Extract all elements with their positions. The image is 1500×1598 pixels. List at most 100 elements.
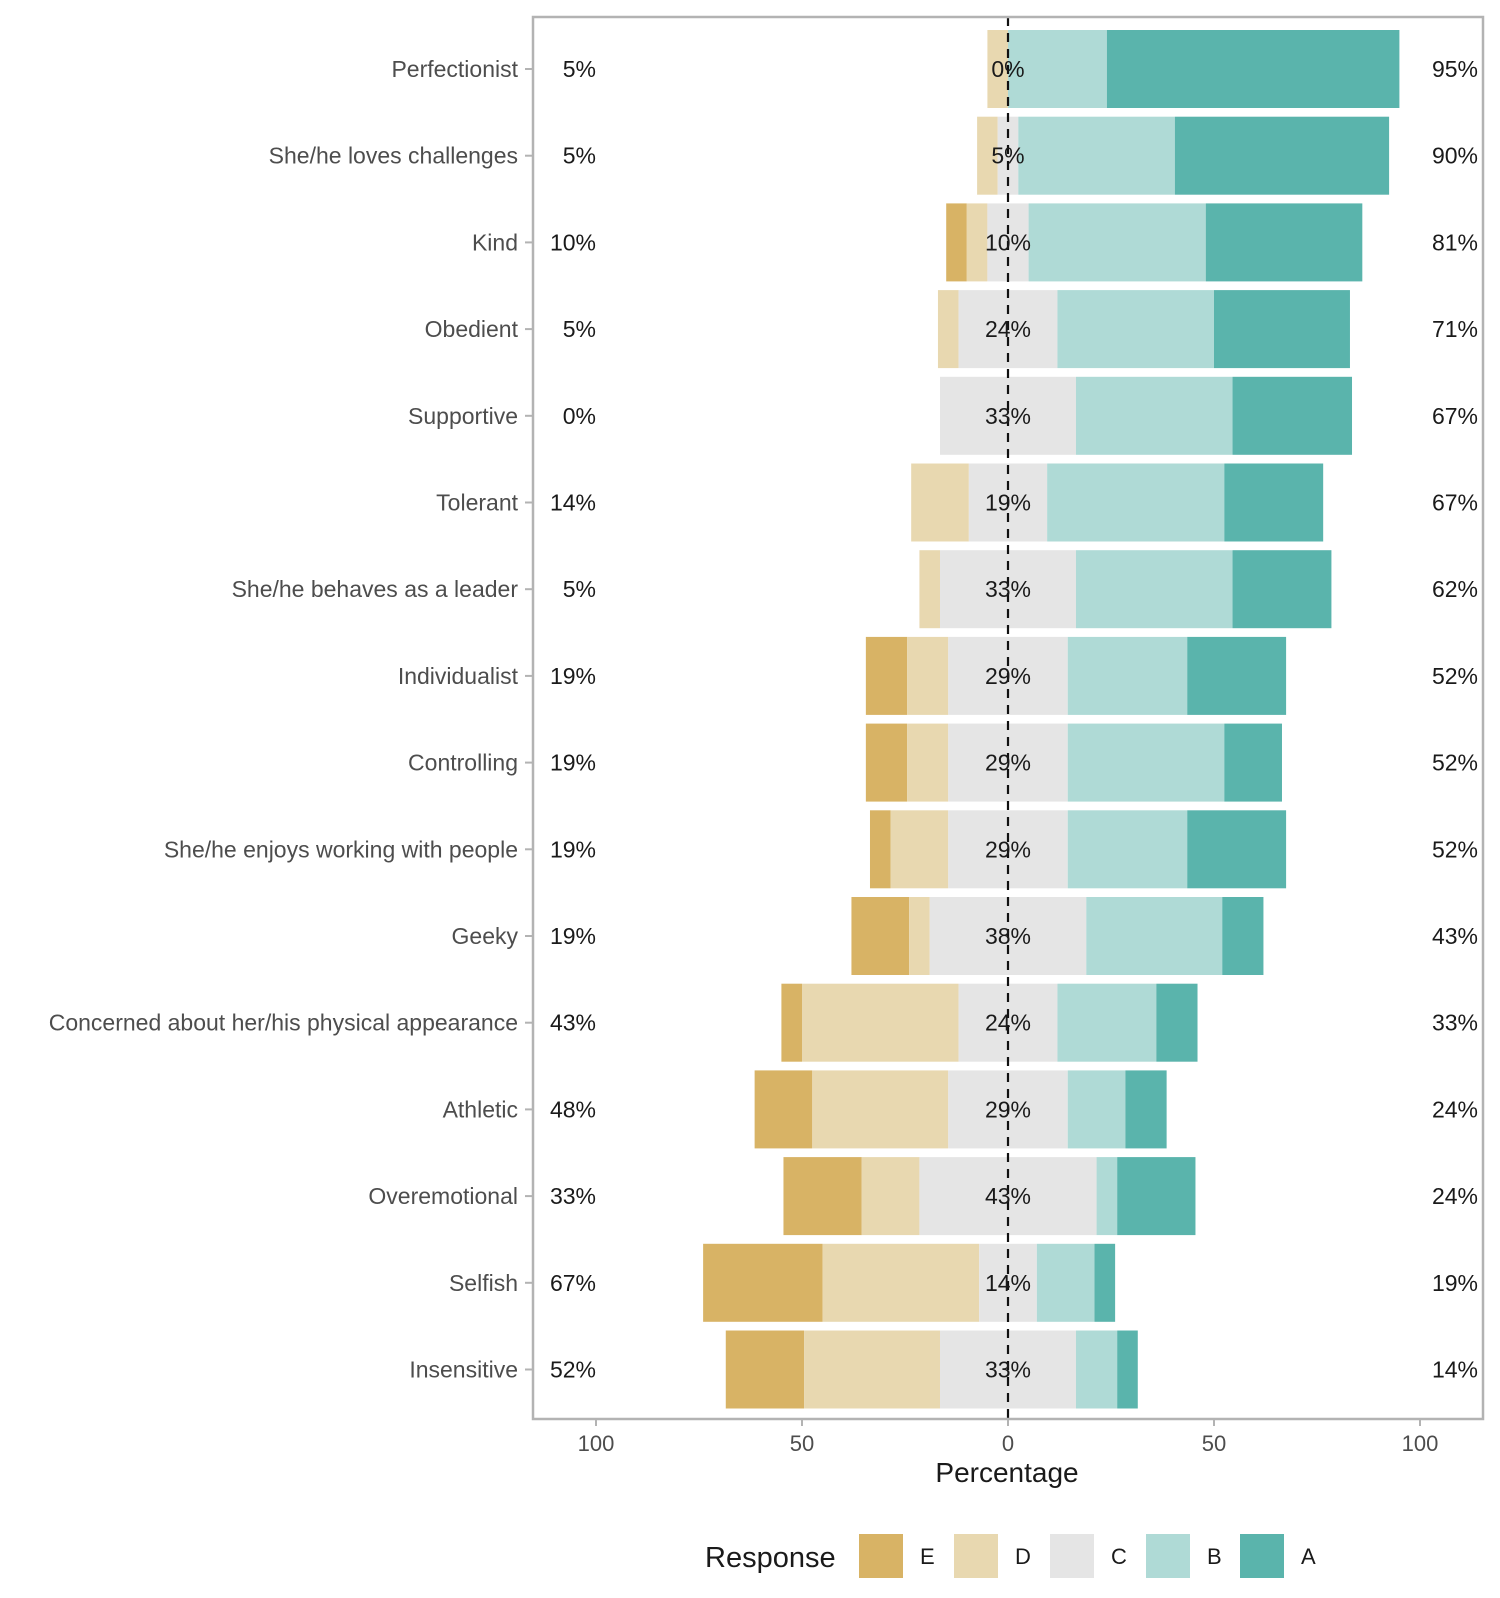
bar-segment-b [1067, 723, 1225, 802]
bar-segment-d [861, 1157, 920, 1236]
bar-segment-a [1117, 1330, 1138, 1409]
bar-segment-d [907, 723, 949, 802]
neutral-percent-label: 29% [985, 663, 1031, 689]
bar-segment-a [1174, 116, 1390, 195]
neutral-percent-label: 33% [985, 576, 1031, 602]
left-percent-label: 5% [563, 316, 596, 342]
bar-segment-e [725, 1330, 805, 1409]
category-label: Selfish [449, 1270, 518, 1296]
category-label: Concerned about her/his physical appeara… [49, 1010, 518, 1036]
category-label: Obedient [425, 316, 519, 342]
bar-segment-a [1232, 376, 1353, 455]
right-percent-label: 95% [1432, 56, 1478, 82]
right-percent-label: 52% [1432, 750, 1478, 776]
bar-segment-e [783, 1157, 862, 1236]
bar-segment-e [869, 810, 891, 889]
category-label: She/he loves challenges [269, 143, 518, 169]
category-label: Perfectionist [391, 56, 518, 82]
neutral-percent-label: 29% [985, 750, 1031, 776]
left-percent-label: 14% [550, 490, 596, 516]
bar-segment-b [1028, 203, 1206, 282]
neutral-percent-label: 43% [985, 1183, 1031, 1209]
right-percent-label: 24% [1432, 1096, 1478, 1122]
right-percent-label: 62% [1432, 576, 1478, 602]
bar-segment-b [1086, 897, 1223, 975]
left-percent-label: 5% [563, 576, 596, 602]
bar-segment-b [1075, 550, 1233, 629]
left-percent-label: 5% [563, 56, 596, 82]
category-label: Geeky [452, 923, 519, 949]
left-percent-label: 19% [550, 750, 596, 776]
bar-segment-b [1008, 30, 1107, 108]
bar-segment-d [822, 1243, 980, 1322]
bar-segment-b [1047, 463, 1225, 542]
neutral-percent-label: 10% [985, 229, 1031, 255]
left-percent-label: 10% [550, 229, 596, 255]
legend-label: C [1111, 1544, 1127, 1569]
bar-segment-a [1214, 290, 1350, 369]
neutral-percent-label: 29% [985, 1096, 1031, 1122]
category-label: She/he enjoys working with people [164, 836, 518, 862]
bar-segment-d [919, 550, 941, 629]
neutral-percent-label: 29% [985, 836, 1031, 862]
bar-segment-a [1187, 810, 1287, 889]
legend-label: A [1301, 1544, 1316, 1569]
bar-segment-d [911, 463, 969, 542]
bar-segment-d [812, 1070, 949, 1149]
bar-segment-e [754, 1070, 813, 1149]
bar-segment-a [1106, 30, 1400, 108]
neutral-percent-label: 38% [985, 923, 1031, 949]
left-percent-label: 19% [550, 836, 596, 862]
category-label: Insensitive [409, 1357, 518, 1383]
bar-segment-a [1232, 550, 1332, 629]
left-percent-label: 5% [563, 143, 596, 169]
neutral-percent-label: 5% [991, 143, 1024, 169]
category-label: Controlling [408, 750, 518, 776]
bar-segment-a [1224, 463, 1324, 542]
category-label: Supportive [408, 403, 518, 429]
bar-segment-d [907, 636, 949, 715]
left-percent-label: 19% [550, 923, 596, 949]
bar-segment-b [1067, 636, 1188, 715]
x-tick-label: 100 [1402, 1431, 1439, 1456]
category-label: Kind [472, 229, 518, 255]
plot-area: Perfectionist 5% 0% 95% She/he loves challen… [49, 15, 1485, 1456]
legend-key-b [1146, 1534, 1190, 1578]
bar-segment-c [997, 116, 1019, 195]
legend-key-c [1050, 1534, 1094, 1578]
category-label: Tolerant [436, 490, 518, 516]
neutral-percent-label: 0% [991, 56, 1024, 82]
x-tick-label: 50 [1202, 1431, 1226, 1456]
bar-segment-b [1075, 1330, 1118, 1409]
bar-segment-d [966, 203, 988, 282]
bar-segment-a [1094, 1243, 1116, 1322]
bar-segment-a [1205, 203, 1363, 282]
left-percent-label: 52% [550, 1357, 596, 1383]
x-tick-label: 50 [790, 1431, 814, 1456]
bar-segment-d [804, 1330, 941, 1409]
x-axis-title: Percentage [935, 1457, 1078, 1488]
bar-segment-a [1222, 897, 1264, 975]
right-percent-label: 43% [1432, 923, 1478, 949]
neutral-percent-label: 24% [985, 1010, 1031, 1036]
category-label: She/he behaves as a leader [232, 576, 519, 602]
neutral-percent-label: 33% [985, 1357, 1031, 1383]
bar-segment-b [1075, 376, 1233, 455]
bar-segment-b [1036, 1243, 1095, 1322]
bar-segment-d [909, 897, 930, 975]
bar-segment-a [1187, 636, 1287, 715]
left-percent-label: 0% [563, 403, 596, 429]
bar-segment-e [865, 636, 908, 715]
bar-segment-d [937, 290, 959, 369]
category-label: Overemotional [368, 1183, 518, 1209]
bar-segment-e [851, 897, 910, 975]
category-label: Athletic [443, 1096, 518, 1122]
neutral-percent-label: 33% [985, 403, 1031, 429]
legend-key-a [1240, 1534, 1284, 1578]
neutral-percent-label: 14% [985, 1270, 1031, 1296]
neutral-percent-label: 24% [985, 316, 1031, 342]
right-percent-label: 67% [1432, 403, 1478, 429]
right-percent-label: 90% [1432, 143, 1478, 169]
right-percent-label: 33% [1432, 1010, 1478, 1036]
